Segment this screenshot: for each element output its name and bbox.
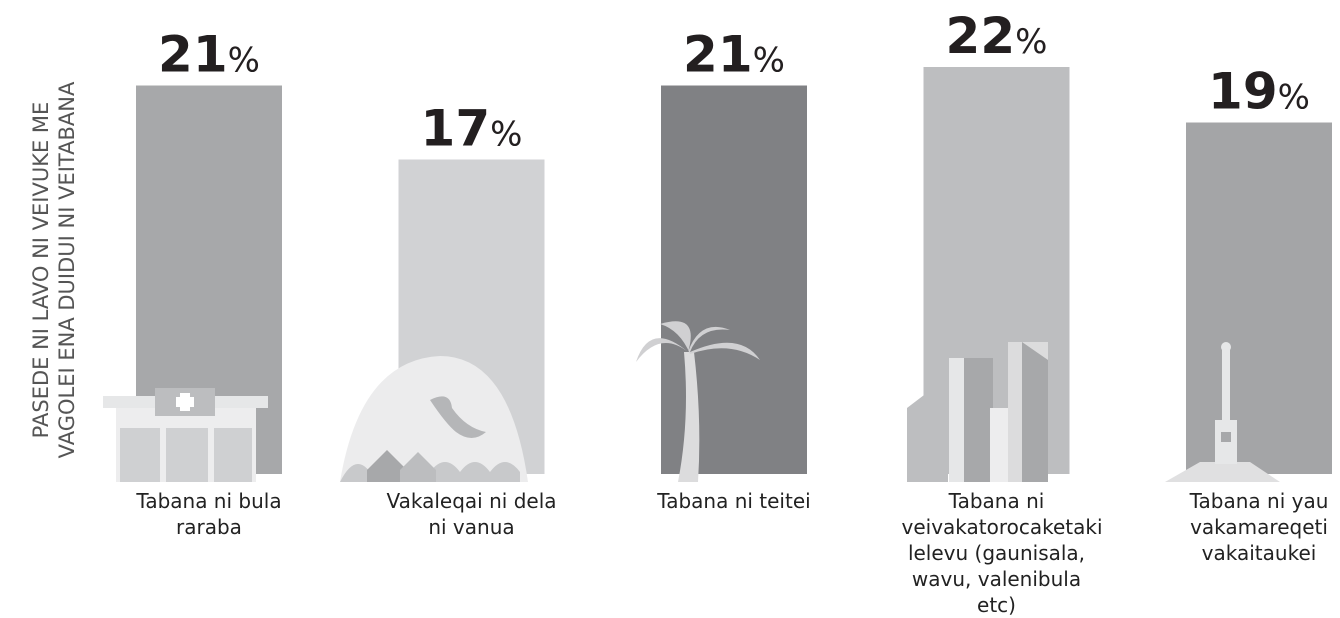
value-label: 17% [421,100,523,158]
value-label: 21% [683,26,785,84]
x-tick-label: Tabana ni teitei [657,489,811,513]
x-tick-label: Tabana ni veivakatorocaketaki lelevu (ga… [901,489,1103,617]
y-axis-title-line: VAGOLEI ENA DUIDUI NI VEITABANA [55,81,79,458]
y-axis-title-line: PASEDE NI LAVO NI VEIVUKE ME [29,102,53,439]
page: PASEDE NI LAVO NI VEIVUKE ME VAGOLEI ENA… [29,7,1332,617]
value-label: 19% [1208,63,1310,121]
hospital-icon [103,388,268,482]
palm-tree-icon [636,321,760,482]
x-tick-label: Tabana ni yau vakamareqeti vakaitaukei [1189,489,1329,565]
buildings-icon [907,342,1048,482]
bar [1186,122,1332,474]
chart: PASEDE NI LAVO NI VEIVUKE ME VAGOLEI ENA… [29,7,1332,482]
bars [136,67,1332,474]
value-label: 22% [946,7,1048,65]
monument-icon [1165,342,1280,482]
y-axis-title: PASEDE NI LAVO NI VEIVUKE ME VAGOLEI ENA… [29,81,79,458]
landslide-icon [340,356,528,482]
x-tick-label: Vakaleqai ni dela ni vanua [386,489,557,539]
value-label: 21% [158,26,260,84]
bar [661,85,807,474]
x-tick-label: Tabana ni bula raraba [136,489,282,539]
